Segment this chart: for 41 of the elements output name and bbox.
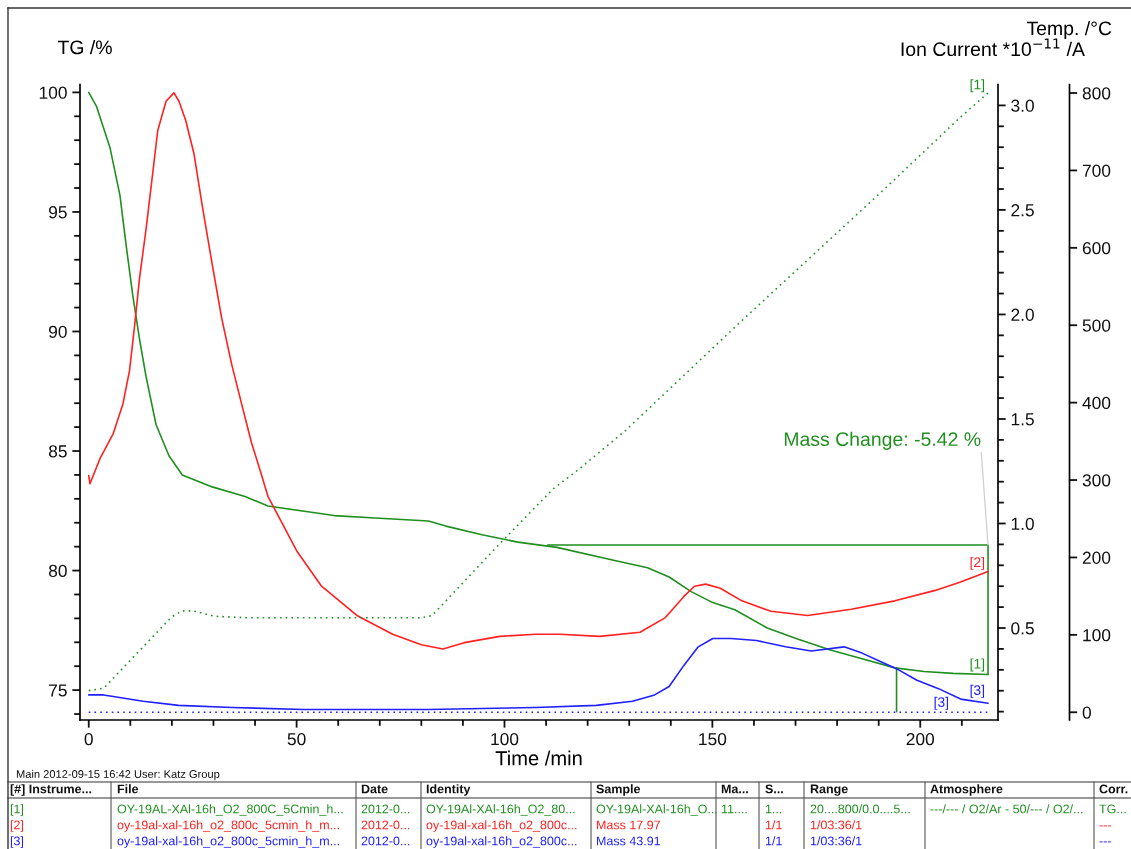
y-tick-label: 80 <box>48 564 67 578</box>
y2-axis-title: Ion Current *10$^{−11}$ /A <box>901 38 1085 57</box>
x-tick-label: 0 <box>84 732 93 746</box>
y2-tick-label: 1.5 <box>1011 413 1034 426</box>
annotation: Mass Change: -5.42 % <box>784 431 981 450</box>
y3-tick-label: 500 <box>1082 319 1111 332</box>
x-tick-label: 200 <box>906 732 935 746</box>
y3-tick-label: 300 <box>1082 474 1111 487</box>
x-tick-label: 50 <box>287 732 306 746</box>
y-tick-label: 95 <box>49 206 67 219</box>
y3-tick-label: 0 <box>1082 706 1091 719</box>
text: [1] OY-19AL-XAl-16h_O2_800C_5Cmin_h... 2012-0... OY-19Al-XAl-16h_O2_80... OY-19Al-XAl-16h_O... 11.... 1... 20....800/0.0....5... ---/--- / O2/Ar - 50/--- / O2/... TG... <box>10 804 1126 816</box>
y2-tick-label: 2.0 <box>1011 308 1034 321</box>
text: [2] oy-19al-xal-16h_o2_800c_5cmin_h_m... 2012-0... oy-19al-xal-16h_o2_800c... Mass 17.97 1/1 1/03:36/1 --- <box>10 820 1111 832</box>
y2-tick-label: 1.0 <box>1011 517 1034 530</box>
y-tick-label: 100 <box>39 86 67 99</box>
y3-axis-title: Temp. /°C <box>1026 20 1112 40</box>
x-axis-title: Time /min <box>495 750 582 766</box>
y2-tick-label: 2.5 <box>1011 204 1034 217</box>
series-label: [2] <box>970 556 985 570</box>
y-tick-label: 90 <box>49 325 67 338</box>
text: [#] Instrume... File Date Identity Sample Ma... S... Range Atmosphere Corr. <box>10 784 1128 796</box>
y3-tick-label: 600 <box>1082 241 1111 255</box>
y2-tick-label: 3.0 <box>1011 99 1034 112</box>
y-axis-title: TG /% <box>57 39 112 55</box>
y2-tick-label: 0.5 <box>1011 622 1034 635</box>
y3-tick-label: 700 <box>1082 164 1111 177</box>
y3-tick-label: 400 <box>1082 396 1111 410</box>
y3-tick-label: 800 <box>1082 87 1111 100</box>
y-tick-label: 75 <box>49 684 67 697</box>
series-label: [3] <box>934 696 949 710</box>
series-label: [1] <box>970 658 985 672</box>
y3-tick-label: 100 <box>1083 629 1111 642</box>
text: Main 2012-09-15 16:42 User: Katz Group <box>16 769 220 781</box>
series-label: [3] <box>970 684 985 698</box>
y-tick-label: 85 <box>48 445 67 458</box>
series-label: [1] <box>970 79 985 93</box>
text: [3] oy-19al-xal-16h_o2_800c_5cmin_h_m... 2012-0... oy-19al-xal-16h_o2_800c... Mass 43.91 1/1 1/03:36/1 --- <box>10 836 1111 848</box>
x-tick-label: 100 <box>491 732 519 746</box>
y3-tick-label: 200 <box>1082 551 1111 564</box>
x-tick-label: 150 <box>699 732 727 746</box>
